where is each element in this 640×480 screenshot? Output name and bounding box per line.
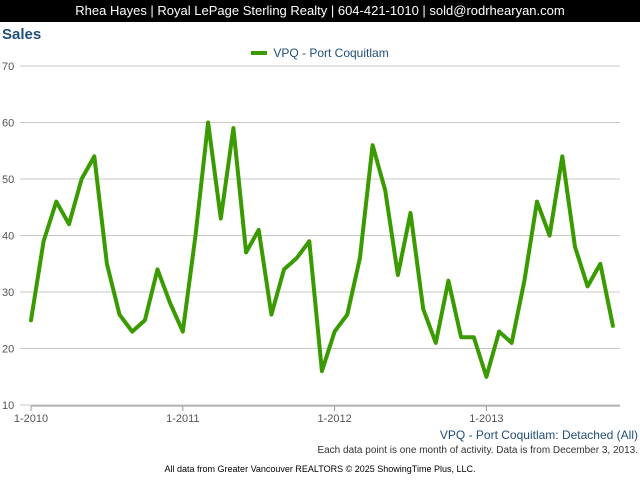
legend-label: VPQ - Port Coquitlam xyxy=(273,46,389,60)
y-tick-label: 50 xyxy=(2,174,14,186)
x-axis: 1-2010 1-2011 1-2012 1-2013 xyxy=(14,405,620,425)
agent-contact-bar: Rhea Hayes | Royal LePage Sterling Realt… xyxy=(0,0,640,22)
series-caption: VPQ - Port Coquitlam: Detached (All) xyxy=(439,428,638,442)
x-tick-label: 1-2010 xyxy=(14,413,48,425)
series-lines xyxy=(29,120,615,379)
y-tick-label: 10 xyxy=(2,400,14,412)
series-line xyxy=(29,120,615,379)
y-tick-label: 60 xyxy=(2,118,14,130)
y-tick-label: 30 xyxy=(2,287,14,299)
y-tick-label: 70 xyxy=(2,61,14,73)
x-tick-label: 1-2013 xyxy=(469,413,503,425)
data-note: Each data point is one month of activity… xyxy=(317,445,638,456)
legend[interactable]: VPQ - Port Coquitlam xyxy=(0,46,640,60)
legend-swatch xyxy=(251,50,268,55)
x-tick-label: 1-2012 xyxy=(317,413,351,425)
chart-title: Sales xyxy=(2,26,42,43)
y-tick-label: 40 xyxy=(2,231,14,243)
y-tick-label: 20 xyxy=(2,344,14,356)
data-source-footer: All data from Greater Vancouver REALTORS… xyxy=(164,464,476,474)
y-axis-ticks: 10 20 30 40 50 60 70 xyxy=(2,61,14,412)
x-tick-label: 1-2011 xyxy=(166,413,199,425)
